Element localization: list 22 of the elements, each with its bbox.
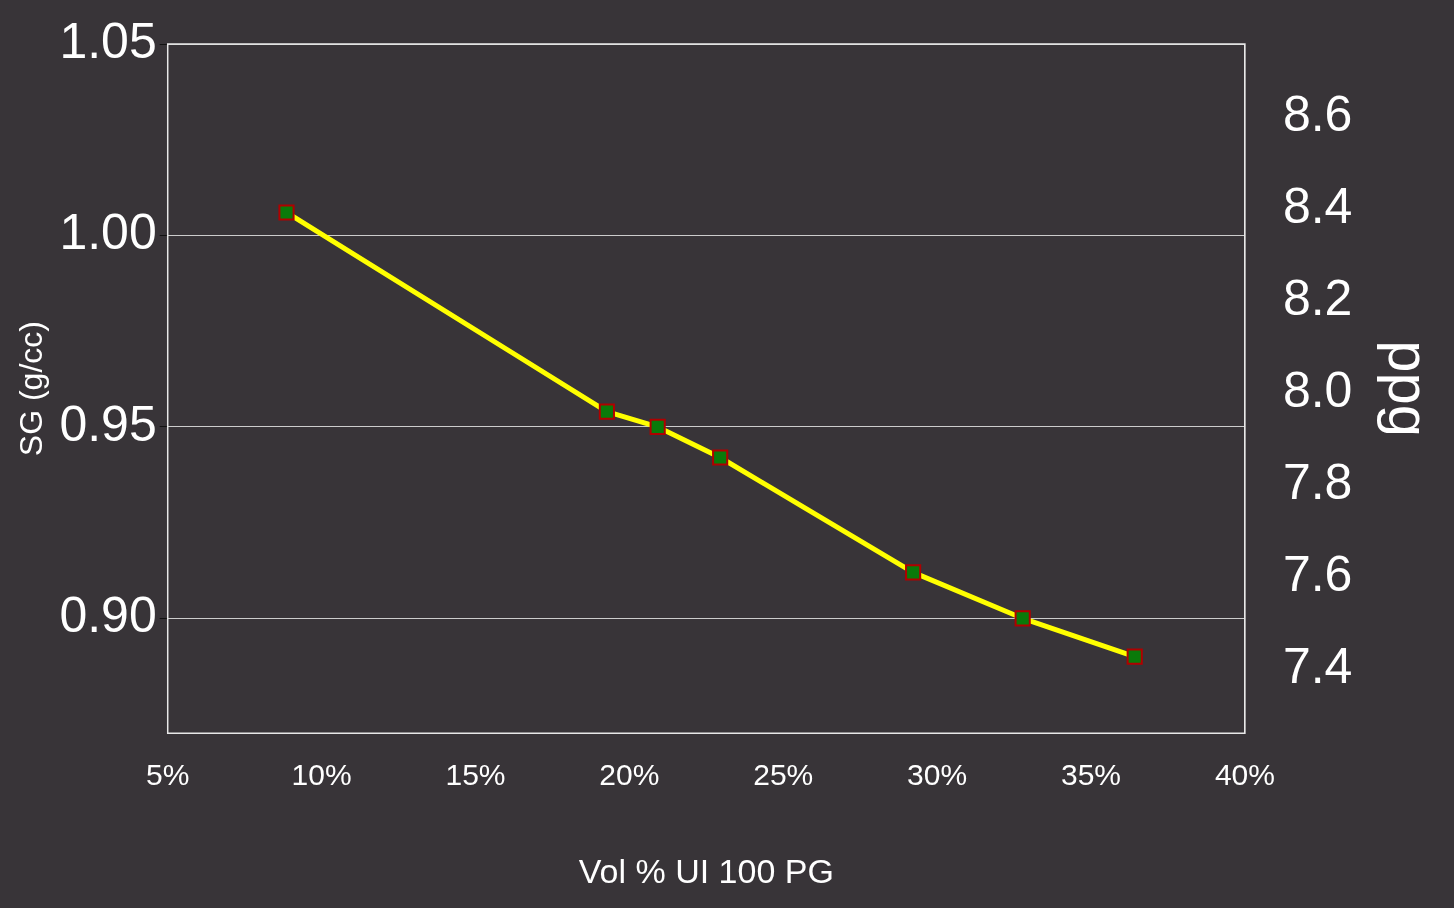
y-axis-title: SG (g/cc) bbox=[13, 321, 50, 457]
x-tick-label: 15% bbox=[445, 758, 506, 792]
x-tick-label: 40% bbox=[1214, 758, 1275, 792]
y-tick-label: 1.00 bbox=[59, 204, 157, 261]
y-tick-label: 0.95 bbox=[59, 395, 157, 452]
y-tick-label: 0.90 bbox=[59, 587, 157, 644]
y2-tick-label: 8.0 bbox=[1282, 361, 1353, 418]
x-tick-label: 25% bbox=[753, 758, 814, 792]
x-tick-label: 30% bbox=[907, 758, 968, 792]
x-tick-label: 35% bbox=[1060, 758, 1122, 792]
y2-tick-label: 7.8 bbox=[1282, 453, 1353, 510]
y2-tick-label: 7.6 bbox=[1282, 545, 1353, 602]
y2-tick-label: 7.4 bbox=[1282, 637, 1353, 694]
x-tick-label: 5% bbox=[146, 758, 190, 792]
x-axis-title: Vol % UI 100 PG bbox=[578, 851, 834, 890]
y2-tick-label: 8.6 bbox=[1282, 86, 1353, 143]
y2-axis-title: ppg bbox=[1377, 340, 1443, 437]
y2-tick-label: 8.4 bbox=[1282, 178, 1353, 235]
y2-tick-label: 8.2 bbox=[1282, 270, 1353, 327]
x-tick-label: 20% bbox=[599, 758, 660, 792]
x-tick-label: 10% bbox=[291, 758, 352, 792]
y-tick-label: 1.05 bbox=[59, 12, 157, 69]
